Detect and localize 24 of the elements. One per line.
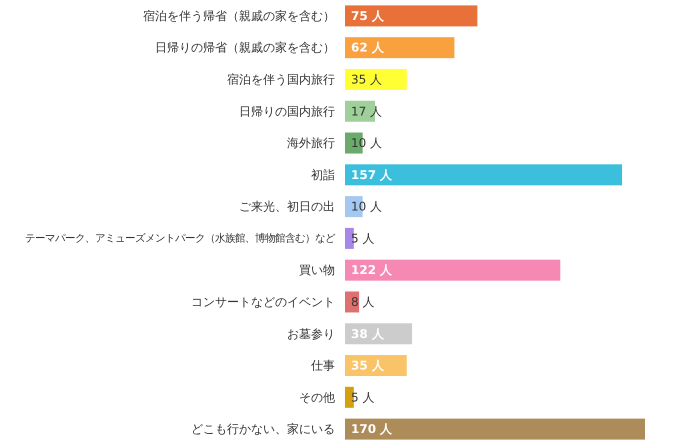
data-label: 8 人 bbox=[351, 294, 374, 309]
y-tick-label: お墓参り bbox=[287, 326, 335, 341]
y-tick-label: 買い物 bbox=[299, 263, 335, 278]
y-tick-label: テーマパーク、アミューズメントパーク（水族館、博物館含む）など bbox=[25, 232, 335, 244]
y-tick-label: 仕事 bbox=[310, 358, 335, 373]
data-label: 122 人 bbox=[351, 263, 394, 278]
data-label: 75 人 bbox=[351, 8, 385, 23]
y-tick-label: ご来光、初日の出 bbox=[239, 200, 335, 214]
data-label: 17 人 bbox=[351, 104, 382, 118]
data-label: 157 人 bbox=[351, 168, 394, 182]
y-tick-label: その他 bbox=[299, 390, 335, 404]
y-tick-label: 宿泊を伴う帰省（親戚の家を含む） bbox=[143, 8, 335, 23]
data-label: 62 人 bbox=[351, 40, 385, 55]
y-tick-label: 日帰りの国内旅行 bbox=[239, 104, 335, 118]
data-label: 35 人 bbox=[351, 358, 385, 373]
data-label: 35 人 bbox=[351, 72, 382, 86]
y-tick-label: コンサートなどのイベント bbox=[191, 294, 335, 309]
data-label: 10 人 bbox=[351, 200, 382, 214]
y-tick-label: 海外旅行 bbox=[287, 136, 335, 150]
data-label: 170 人 bbox=[351, 422, 394, 436]
y-tick-label: 宿泊を伴う国内旅行 bbox=[227, 72, 335, 86]
y-tick-label: どこも行かない、家にいる bbox=[191, 422, 335, 436]
y-tick-label: 初詣 bbox=[311, 168, 335, 182]
y-tick-label: 日帰りの帰省（親戚の家を含む） bbox=[155, 40, 335, 55]
